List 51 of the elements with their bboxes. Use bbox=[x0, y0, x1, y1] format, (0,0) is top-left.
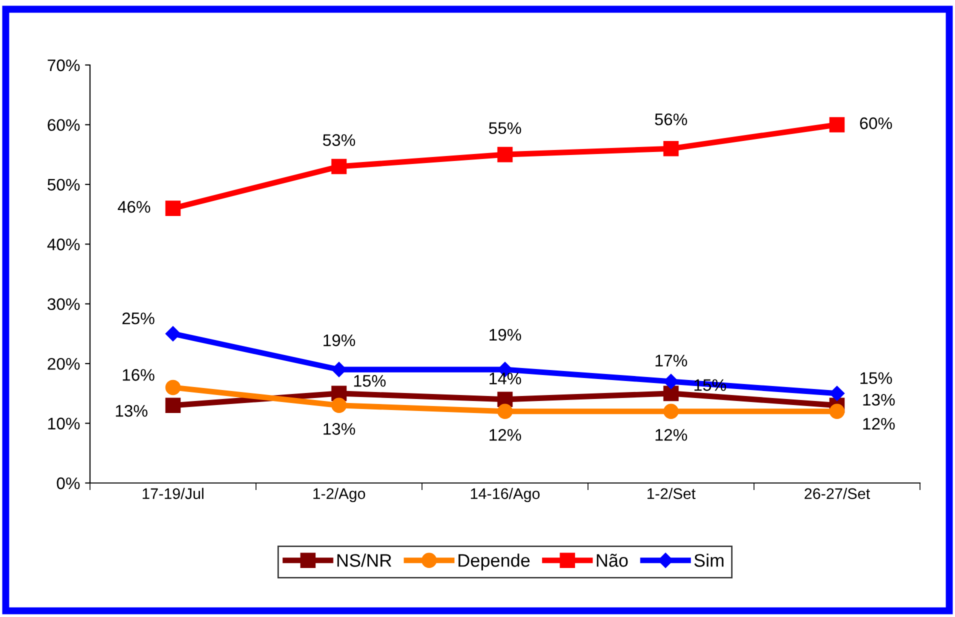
point bbox=[663, 404, 679, 419]
point bbox=[165, 398, 181, 414]
data-label: 25% bbox=[122, 312, 154, 324]
data-label: 14% bbox=[490, 372, 522, 384]
point bbox=[829, 404, 845, 419]
point bbox=[663, 374, 679, 390]
data-label: 13% bbox=[863, 394, 895, 406]
data-label: 12% bbox=[656, 429, 688, 441]
data-label: 60% bbox=[860, 117, 892, 130]
point bbox=[829, 386, 845, 401]
legend-label: Sim bbox=[694, 554, 724, 567]
point bbox=[497, 146, 513, 162]
data-label: 16% bbox=[122, 369, 154, 381]
x-tick-label: 26-27/Set bbox=[804, 488, 870, 500]
x-tick-label: 1-2/Ago bbox=[313, 488, 366, 502]
point bbox=[829, 117, 845, 132]
y-tick-label: 10% bbox=[48, 418, 80, 430]
data-label: 19% bbox=[324, 334, 356, 346]
data-label: 56% bbox=[654, 113, 688, 126]
y-tick-label: 50% bbox=[48, 178, 80, 191]
data-label: 13% bbox=[116, 404, 148, 417]
data-label: 55% bbox=[488, 122, 522, 134]
point bbox=[663, 386, 679, 402]
point bbox=[165, 200, 181, 216]
y-tick-label: 0% bbox=[56, 477, 80, 490]
data-label: 15% bbox=[354, 375, 386, 387]
point bbox=[165, 326, 181, 342]
legend-label: Depende bbox=[458, 554, 530, 570]
data-label: 13% bbox=[324, 423, 356, 435]
legend-label: Não bbox=[596, 554, 628, 567]
x-tick-label: 17-19/Jul bbox=[142, 488, 204, 500]
point bbox=[663, 140, 679, 156]
y-tick-label: 70% bbox=[48, 59, 80, 72]
data-label: 19% bbox=[490, 328, 522, 341]
point bbox=[165, 380, 181, 396]
data-label: 53% bbox=[322, 134, 356, 146]
x-tick-label: 14-16/Ago bbox=[470, 488, 540, 502]
point bbox=[331, 398, 347, 414]
data-label: 15% bbox=[860, 372, 892, 384]
data-label: 46% bbox=[118, 200, 150, 213]
point bbox=[331, 158, 347, 174]
legend-label: NS/NR bbox=[337, 554, 392, 567]
data-label: 17% bbox=[656, 354, 688, 366]
y-tick-label: 40% bbox=[47, 238, 80, 250]
data-label: 12% bbox=[490, 429, 522, 441]
data-label: 12% bbox=[863, 418, 895, 430]
x-tick-label: 1-2/Set bbox=[648, 488, 696, 500]
point bbox=[497, 404, 513, 419]
y-tick-label: 30% bbox=[48, 298, 80, 310]
y-tick-label: 60% bbox=[48, 119, 80, 131]
y-tick-label: 20% bbox=[48, 358, 80, 370]
